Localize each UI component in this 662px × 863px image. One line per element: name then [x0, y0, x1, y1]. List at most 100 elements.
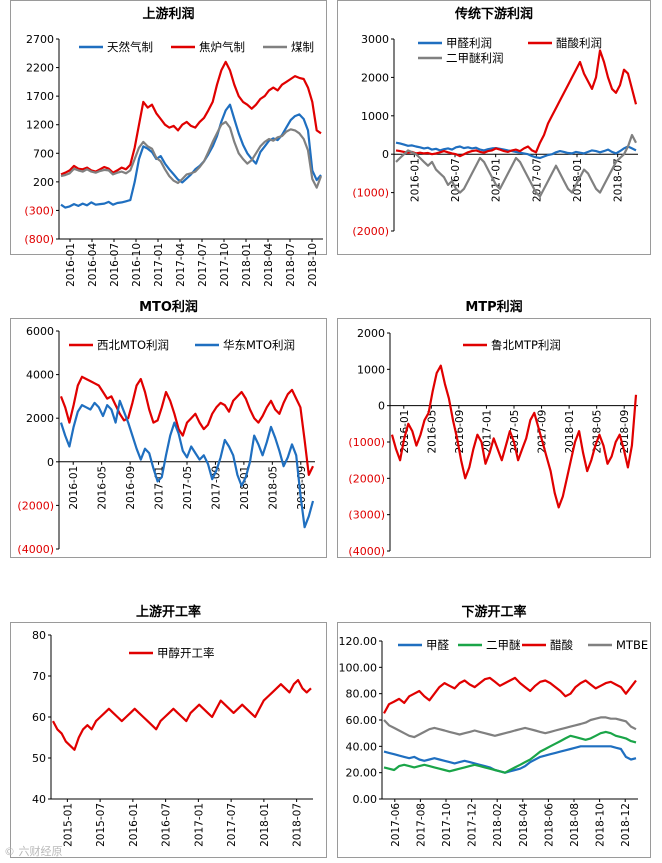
x-tick-label: 2017-04: [175, 243, 187, 287]
x-tick-label: 2018-09: [619, 410, 631, 454]
legend-label: 焦炉气制: [199, 40, 245, 54]
y-tick-label: 700: [33, 147, 54, 160]
y-tick-label: 80: [32, 629, 46, 642]
y-tick-label: (300): [24, 204, 54, 217]
upstream-profit-panel: 上游利润 2700 2200 1700 1200 700 200 (300) (800) 201…: [10, 0, 327, 287]
series-line-1: [52, 678, 312, 751]
x-tick-label: 2015-07: [95, 803, 107, 847]
downstream-rate-panel: 120.00 100.00 80.00 60.00 40.00 20.00 0.00 2017…: [337, 622, 651, 858]
x-tick-label: 2017-01: [193, 803, 205, 847]
x-tick-label: 2018-12: [620, 803, 632, 847]
x-tick-label: 2017-07: [226, 803, 238, 847]
x-tick-label: 2016-04: [87, 243, 99, 287]
series-line-1: [60, 103, 322, 209]
legend-label: 二甲醚利润: [446, 51, 504, 65]
x-tick-label: 2017-06: [390, 803, 402, 847]
y-tick-label: 2000: [26, 412, 54, 425]
x-tick-label: 2016-01: [399, 410, 411, 454]
y-tick-label: 40: [32, 793, 46, 806]
upstream-rate-title: 上游开工率: [135, 605, 201, 620]
y-tick-label: 2000: [357, 327, 385, 340]
y-tick-label: (4000): [17, 543, 54, 556]
series-line-1: [395, 141, 637, 160]
y-tick-label: 2700: [26, 33, 54, 46]
series-line-3: [395, 133, 637, 198]
upstream-rate-chart: 80 70 60 50 40 2015-01 2015-07 2016-01 2016-07 20…: [32, 629, 313, 847]
x-tick-label: 2016-07: [161, 803, 173, 847]
x-tick-label: 2018-01: [239, 466, 251, 510]
legend-label: 西北MTO利润: [97, 338, 169, 352]
legend-label: 华东MTO利润: [223, 338, 295, 352]
series-line-1: [59, 375, 314, 476]
series-line-3: [60, 120, 323, 189]
x-tick-label: 2017-10: [441, 803, 453, 847]
y-tick-label: 200: [33, 176, 54, 189]
x-tick-label: 2015-01: [62, 803, 74, 847]
upstream-profit-chart: 2700 2200 1700 1200 700 200 (300) (800) 2016-01 2…: [24, 33, 323, 287]
x-tick-label: 2016-05: [426, 410, 438, 454]
x-tick-label: 2016-09: [125, 466, 137, 510]
y-tick-label: 3000: [361, 33, 389, 46]
watermark: © 六财经原: [4, 845, 63, 858]
y-tick-label: 50: [32, 752, 46, 765]
series-line-3: [383, 676, 637, 714]
y-tick-label: 60.00: [346, 714, 378, 727]
y-tick-label: (2000): [17, 499, 54, 512]
y-tick-label: 6000: [26, 325, 54, 338]
x-tick-label: 2016-05: [97, 466, 109, 510]
legend-label: 二甲醚: [486, 638, 521, 652]
x-tick-label: 2018-02: [492, 803, 504, 847]
x-tick-label: 2016-01: [409, 158, 421, 202]
y-tick-label: 0.00: [353, 793, 378, 806]
mtp-profit-title: MTP利润: [465, 300, 523, 315]
series-line-2: [59, 399, 315, 529]
legend-label: 甲醛利润: [446, 36, 492, 50]
x-tick-label: 2018-01: [241, 243, 253, 287]
x-tick-label: 2017-01: [153, 243, 165, 287]
x-tick-label: 2017-01: [491, 158, 503, 202]
legend-label: 天然气制: [107, 40, 153, 54]
y-tick-label: 100.00: [339, 661, 378, 674]
downstream-profit-panel: 传统下游利润 3000 2000 1000 0 (1000) (2000) 2016-01 2…: [337, 0, 651, 255]
x-tick-label: 2017-07: [197, 243, 209, 287]
x-tick-label: 2017-09: [537, 410, 549, 454]
y-tick-label: 2000: [361, 71, 389, 84]
upstream-rate-panel: 80 70 60 50 40 2015-01 2015-07 2016-01 2016-07 20…: [10, 622, 327, 858]
y-tick-label: 0: [378, 400, 385, 413]
y-tick-label: 60: [32, 711, 46, 724]
y-tick-label: (3000): [348, 509, 385, 522]
mtp-profit-chart: 2000 1000 0 (1000) (2000) (3000) (4000) 2016-01…: [348, 327, 638, 558]
legend-label: 鲁北MTP利润: [491, 338, 561, 352]
x-tick-label: 2018-04: [518, 803, 530, 847]
series-line-2: [60, 60, 322, 176]
y-tick-label: 20.00: [346, 767, 378, 780]
y-tick-label: (2000): [352, 225, 389, 238]
x-tick-label: 2016-07: [109, 243, 121, 287]
x-tick-label: 2017-05: [509, 410, 521, 454]
x-tick-label: 2018-05: [592, 410, 604, 454]
legend-label: 甲醇开工率: [157, 646, 215, 660]
series-line-2: [383, 730, 637, 774]
x-tick-label: 2017-01: [481, 410, 493, 454]
y-tick-label: 0: [47, 456, 54, 469]
downstream-rate-chart: 120.00 100.00 80.00 60.00 40.00 20.00 0.00 2017…: [339, 635, 649, 847]
series-line-1: [390, 364, 638, 509]
y-tick-label: 40.00: [346, 740, 378, 753]
y-tick-label: 1200: [26, 119, 54, 132]
x-tick-label: 2017-12: [467, 803, 479, 847]
upstream-profit-title: 上游利润: [142, 7, 195, 22]
legend-label: 醋酸: [550, 638, 573, 652]
mtp-profit-panel: 2000 1000 0 (1000) (2000) (3000) (4000) 2016-01…: [337, 318, 651, 558]
x-tick-label: 2018-01: [564, 410, 576, 454]
downstream-rate-title: 下游开工率: [461, 605, 527, 620]
legend-label: 醋酸利润: [556, 36, 602, 50]
x-tick-label: 2018-10: [307, 243, 319, 287]
y-tick-label: (4000): [348, 545, 385, 558]
y-tick-label: 4000: [26, 369, 54, 382]
mto-profit-panel: 6000 4000 2000 0 (2000) (4000) 2016-01 2016-05 2…: [10, 318, 327, 558]
series-line-1: [383, 745, 637, 774]
y-tick-label: 1000: [361, 110, 389, 123]
y-tick-label: (800): [24, 233, 54, 246]
y-tick-label: 1000: [357, 363, 385, 376]
